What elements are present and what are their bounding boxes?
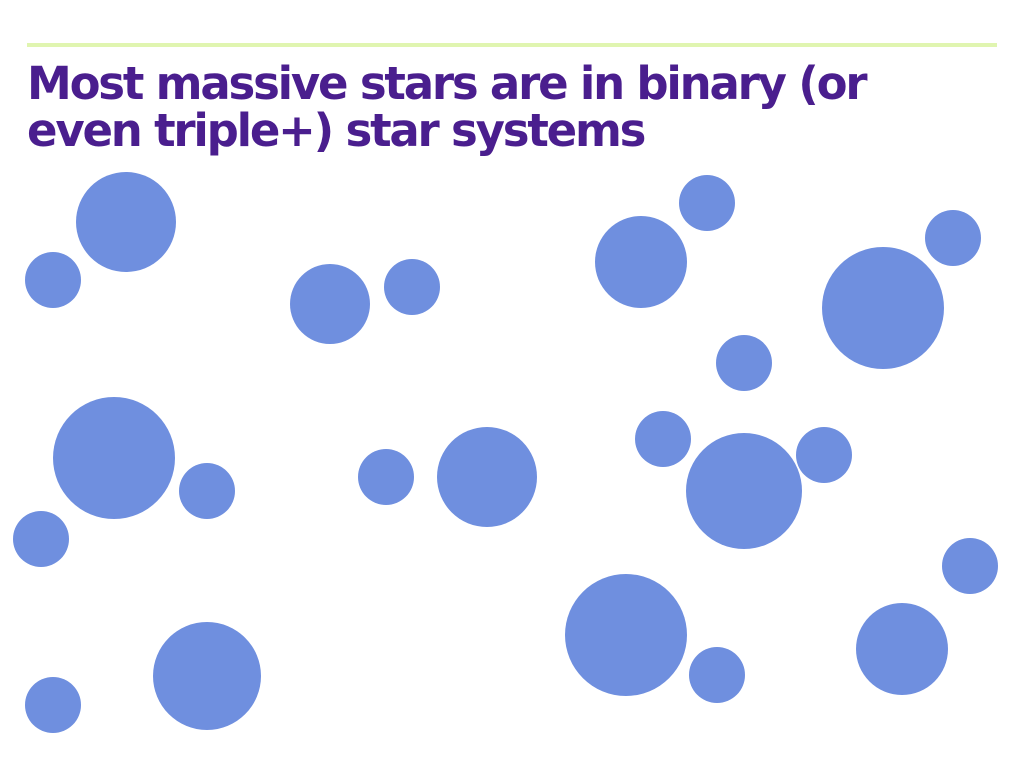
star-system-group-7 xyxy=(635,411,852,549)
star-circle xyxy=(153,622,261,730)
star-circle xyxy=(686,433,802,549)
star-circle xyxy=(595,216,687,308)
star-circle xyxy=(856,603,948,695)
star-circle xyxy=(13,511,69,567)
star-circle xyxy=(689,647,745,703)
star-circle xyxy=(25,677,81,733)
star-circle xyxy=(635,411,691,467)
star-circle xyxy=(716,335,772,391)
star-circle xyxy=(25,252,81,308)
star-system-group-10 xyxy=(25,622,261,733)
star-circle xyxy=(53,397,175,519)
star-system-group-4 xyxy=(716,210,981,391)
star-circle xyxy=(437,427,537,527)
star-system-group-1 xyxy=(25,172,176,308)
star-circle xyxy=(822,247,944,369)
star-circle xyxy=(796,427,852,483)
star-circle xyxy=(384,259,440,315)
star-system-group-8 xyxy=(565,574,745,703)
star-circle xyxy=(76,172,176,272)
star-system-group-2 xyxy=(290,259,440,344)
star-circle xyxy=(565,574,687,696)
star-system-group-3 xyxy=(595,175,735,308)
star-circle xyxy=(679,175,735,231)
top-rule-divider xyxy=(27,43,997,47)
star-circle xyxy=(942,538,998,594)
star-system-group-6 xyxy=(358,427,537,527)
star-system-group-9 xyxy=(856,538,998,695)
star-circle xyxy=(358,449,414,505)
star-circle xyxy=(179,463,235,519)
star-system-group-5 xyxy=(13,397,235,567)
star-circle xyxy=(925,210,981,266)
star-circle xyxy=(290,264,370,344)
slide-title: Most massive stars are in binary (or eve… xyxy=(27,57,868,157)
